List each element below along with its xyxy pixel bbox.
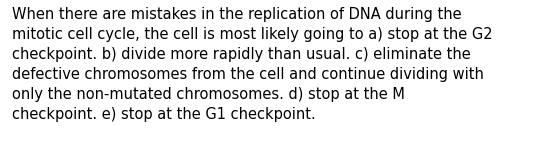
Text: When there are mistakes in the replication of DNA during the
mitotic cell cycle,: When there are mistakes in the replicati… (12, 7, 493, 122)
